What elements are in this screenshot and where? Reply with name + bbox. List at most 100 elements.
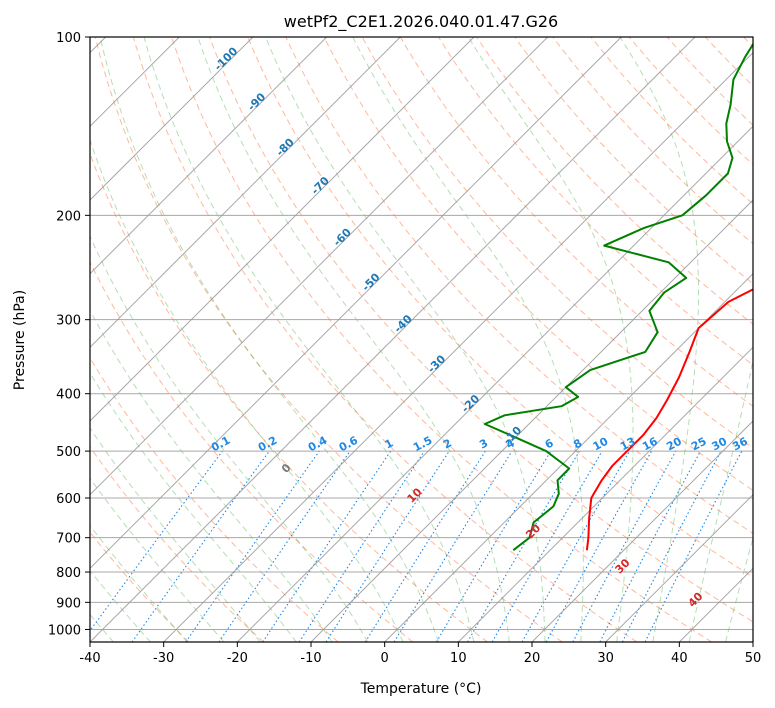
y-tick-label: 1000 xyxy=(48,623,81,638)
isotherm xyxy=(163,51,753,642)
isotherm xyxy=(90,37,254,201)
dry-adiabat xyxy=(437,37,753,366)
y-tick-label: 100 xyxy=(56,31,81,46)
moist-adiabat xyxy=(90,235,369,642)
mixing-ratio-label: 13 xyxy=(618,435,638,454)
x-axis-label: Temperature (°C) xyxy=(360,681,482,697)
moist-adiabat xyxy=(99,37,439,642)
mixing-ratio-line xyxy=(572,450,677,642)
x-tick-label: 20 xyxy=(524,651,541,666)
moist-adiabat-label: 20 xyxy=(523,521,543,541)
dry-adiabat xyxy=(90,356,339,642)
isotherm xyxy=(90,37,549,496)
x-tick-label: 30 xyxy=(597,651,614,666)
isotherm xyxy=(90,37,475,422)
moist-adiabat xyxy=(352,37,584,642)
moist-adiabat xyxy=(90,371,297,642)
plot-frame xyxy=(89,36,754,643)
y-tick-label: 900 xyxy=(56,596,81,611)
isotherm-label: -80 xyxy=(274,135,297,158)
mixing-ratio-line xyxy=(393,450,513,642)
y-tick-label: 600 xyxy=(56,492,81,507)
chart-title: wetPf2_C2E1.2026.040.01.47.G26 xyxy=(284,12,558,32)
isotherm-label: -40 xyxy=(392,312,415,335)
mixing-ratio-line xyxy=(131,450,270,642)
isotherm xyxy=(457,346,753,642)
isotherm-label: -50 xyxy=(359,270,382,293)
isotherm-label: -60 xyxy=(331,226,354,249)
dry-adiabat xyxy=(171,37,712,642)
dry-adiabat xyxy=(628,37,753,166)
mixing-ratio-line xyxy=(521,450,630,642)
isotherm xyxy=(90,37,622,570)
mixing-ratio-line xyxy=(90,450,223,632)
dry-adiabat xyxy=(361,37,753,449)
dewpoint-profile xyxy=(483,42,753,551)
moist-adiabat xyxy=(143,37,475,642)
mixing-ratio-label: 16 xyxy=(640,435,660,454)
moist-adiabat-label: 30 xyxy=(613,556,633,576)
mixing-ratio-label: 3 xyxy=(477,436,490,451)
dry-adiabat xyxy=(590,37,753,205)
dry-adiabat xyxy=(247,37,753,578)
dry-adiabat xyxy=(476,37,753,325)
dry-adiabat xyxy=(514,37,753,285)
isotherm xyxy=(384,272,753,642)
dry-adiabat xyxy=(90,531,190,642)
moist-adiabat-label: 0 xyxy=(279,461,294,476)
isotherm-label: -70 xyxy=(309,174,332,197)
mixing-ratio-line xyxy=(364,450,486,642)
isotherm xyxy=(236,125,753,642)
mixing-ratio-label: 25 xyxy=(689,435,709,454)
moist-adiabat xyxy=(197,37,510,642)
mixing-ratio-line xyxy=(599,450,701,642)
mixing-ratio-line xyxy=(545,450,653,642)
x-tick-label: -20 xyxy=(227,651,248,666)
mixing-ratio-label: 20 xyxy=(664,435,684,454)
dry-adiabat xyxy=(704,37,753,87)
moist-adiabat xyxy=(688,358,753,642)
isotherm xyxy=(752,641,753,642)
mixing-ratio-label: 10 xyxy=(591,435,611,454)
mixing-ratio-label: 2 xyxy=(441,436,454,451)
isotherm xyxy=(310,199,753,642)
x-tick-label: -40 xyxy=(79,651,100,666)
x-tick-label: -30 xyxy=(153,651,174,666)
mixing-ratio-label: 6 xyxy=(543,436,556,451)
background-lines xyxy=(90,37,753,642)
isotherm xyxy=(605,493,753,642)
moist-adiabat xyxy=(619,37,699,642)
dry-adiabat xyxy=(90,446,264,642)
x-tick-label: 0 xyxy=(381,651,389,666)
y-tick-label: 500 xyxy=(56,445,81,460)
x-tick-label: 10 xyxy=(450,651,467,666)
temperature-profile xyxy=(585,288,753,551)
dry-adiabat xyxy=(285,37,753,535)
x-tick-label: 50 xyxy=(745,651,762,666)
isotherm xyxy=(531,420,753,642)
isotherm xyxy=(90,37,696,642)
mixing-ratio-line xyxy=(644,450,743,642)
dry-adiabat xyxy=(94,37,563,642)
moist-adiabat xyxy=(90,427,261,642)
moist-adiabat xyxy=(725,536,753,642)
moist-adiabat-label: 40 xyxy=(686,590,706,610)
profiles xyxy=(483,42,753,551)
mixing-ratio-line xyxy=(298,450,425,642)
y-tick-label: 700 xyxy=(56,532,81,547)
mixing-ratio-line xyxy=(435,450,552,642)
y-axis-label: Pressure (hPa) xyxy=(12,290,28,390)
x-tick-label: -10 xyxy=(300,651,321,666)
dry-adiabat xyxy=(132,37,638,642)
mixing-ratio-label: 30 xyxy=(710,435,730,454)
dry-adiabat xyxy=(399,37,753,407)
y-tick-label: 300 xyxy=(56,314,81,329)
x-axis-ticks: -40 -30 -20 -10 0 10 20 30 40 50 xyxy=(79,642,761,666)
moist-adiabat xyxy=(90,524,188,642)
y-tick-label: 400 xyxy=(56,388,81,403)
mixing-ratio-line xyxy=(262,450,392,642)
dry-adiabat xyxy=(743,37,753,48)
x-tick-label: 40 xyxy=(671,651,688,666)
moist-adiabat xyxy=(90,309,333,642)
